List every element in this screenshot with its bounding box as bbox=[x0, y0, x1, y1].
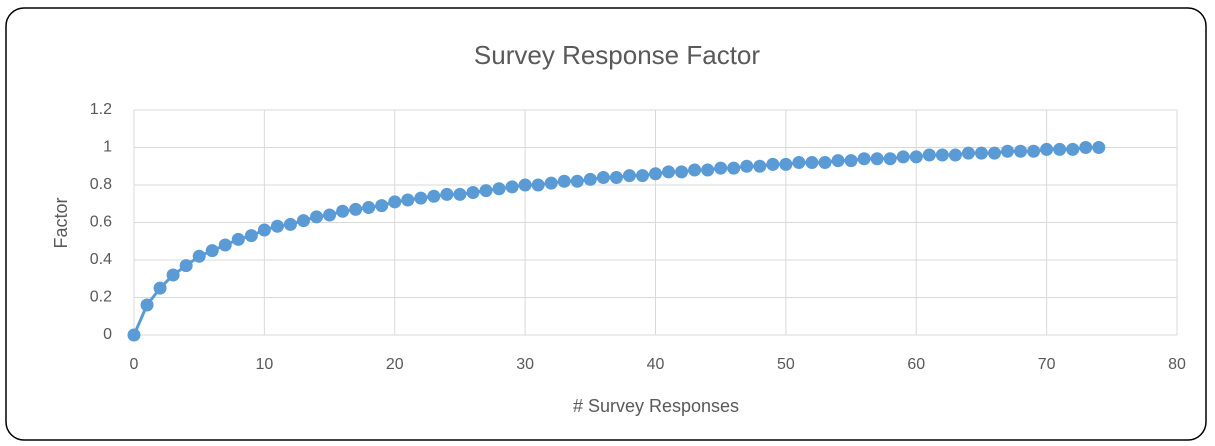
y-tick-label: 0.4 bbox=[90, 251, 112, 268]
x-tick-label: 70 bbox=[1038, 356, 1056, 373]
data-point bbox=[948, 148, 962, 162]
data-point bbox=[857, 152, 871, 166]
data-point bbox=[818, 156, 832, 169]
data-point bbox=[388, 195, 402, 209]
x-tick-label: 60 bbox=[907, 356, 925, 373]
x-tick-label: 50 bbox=[777, 356, 795, 373]
data-point bbox=[1001, 144, 1015, 158]
data-point bbox=[883, 152, 897, 166]
x-tick-label: 40 bbox=[647, 356, 665, 373]
data-point bbox=[1040, 142, 1054, 156]
data-point bbox=[127, 328, 141, 342]
data-point bbox=[505, 180, 519, 194]
data-point bbox=[753, 159, 767, 173]
y-tick-label: 0.2 bbox=[90, 289, 112, 306]
data-point bbox=[362, 201, 376, 214]
data-point bbox=[792, 156, 806, 169]
data-point bbox=[492, 182, 506, 196]
data-point bbox=[961, 146, 975, 160]
chart-title: Survey Response Factor bbox=[474, 40, 760, 70]
data-point bbox=[453, 187, 467, 201]
data-point bbox=[727, 161, 741, 175]
data-point bbox=[583, 172, 597, 186]
data-point bbox=[675, 165, 689, 179]
data-point bbox=[570, 174, 584, 188]
data-point bbox=[622, 169, 636, 183]
y-axis-title: Factor bbox=[51, 197, 71, 248]
data-point bbox=[870, 152, 884, 166]
data-point bbox=[427, 189, 441, 203]
data-point bbox=[531, 178, 545, 192]
data-point bbox=[662, 165, 676, 179]
data-point bbox=[140, 298, 154, 312]
data-point bbox=[270, 219, 284, 233]
data-point bbox=[935, 148, 949, 162]
y-tick-label: 0.6 bbox=[90, 214, 112, 231]
data-point bbox=[283, 217, 297, 231]
data-point bbox=[635, 169, 649, 183]
data-point bbox=[349, 202, 363, 216]
data-point bbox=[179, 259, 193, 273]
data-point bbox=[375, 199, 389, 213]
data-point bbox=[244, 229, 258, 243]
data-point bbox=[701, 163, 715, 177]
x-tick-label: 10 bbox=[255, 356, 273, 373]
data-point bbox=[414, 191, 428, 205]
chart-frame bbox=[5, 7, 1207, 441]
data-point bbox=[401, 193, 415, 207]
data-point bbox=[1014, 144, 1028, 158]
data-point bbox=[740, 159, 754, 173]
data-point bbox=[1066, 142, 1080, 156]
data-point bbox=[649, 167, 662, 181]
data-point bbox=[831, 154, 845, 168]
y-tick-label: 1 bbox=[103, 139, 112, 156]
data-point bbox=[596, 171, 610, 184]
data-point bbox=[479, 184, 493, 198]
data-point bbox=[192, 249, 206, 263]
x-axis-title: # Survey Responses bbox=[573, 396, 739, 416]
data-point bbox=[336, 204, 350, 218]
data-point bbox=[688, 163, 702, 177]
y-tick-label: 0 bbox=[103, 326, 112, 343]
data-point bbox=[231, 232, 245, 246]
data-point bbox=[218, 238, 232, 252]
x-tick-label: 30 bbox=[516, 356, 534, 373]
data-point bbox=[779, 157, 793, 171]
data-point bbox=[922, 148, 936, 162]
data-point bbox=[466, 186, 480, 199]
data-point bbox=[518, 178, 532, 192]
data-point bbox=[296, 214, 310, 228]
data-point bbox=[844, 154, 858, 168]
data-point bbox=[1027, 144, 1041, 158]
data-point bbox=[544, 176, 558, 190]
x-tick-label: 0 bbox=[130, 356, 139, 373]
data-point bbox=[310, 210, 324, 224]
data-point bbox=[974, 146, 988, 160]
data-point bbox=[153, 281, 167, 295]
y-tick-label: 1.2 bbox=[90, 101, 112, 118]
y-tick-label: 0.8 bbox=[90, 176, 112, 193]
x-tick-label: 20 bbox=[386, 356, 404, 373]
data-point bbox=[896, 150, 910, 164]
data-point bbox=[1079, 141, 1093, 154]
data-point bbox=[257, 223, 271, 237]
data-point bbox=[557, 174, 571, 188]
data-point bbox=[440, 187, 454, 201]
data-point bbox=[166, 268, 180, 282]
data-point bbox=[909, 150, 923, 164]
data-point bbox=[987, 146, 1001, 160]
data-point bbox=[714, 161, 728, 175]
data-point bbox=[1053, 142, 1067, 156]
data-point bbox=[609, 171, 623, 184]
data-point bbox=[323, 208, 337, 222]
data-point bbox=[805, 156, 819, 169]
data-point bbox=[205, 244, 219, 258]
data-point bbox=[1092, 141, 1106, 154]
x-tick-label: 80 bbox=[1168, 356, 1186, 373]
data-point bbox=[766, 157, 780, 171]
